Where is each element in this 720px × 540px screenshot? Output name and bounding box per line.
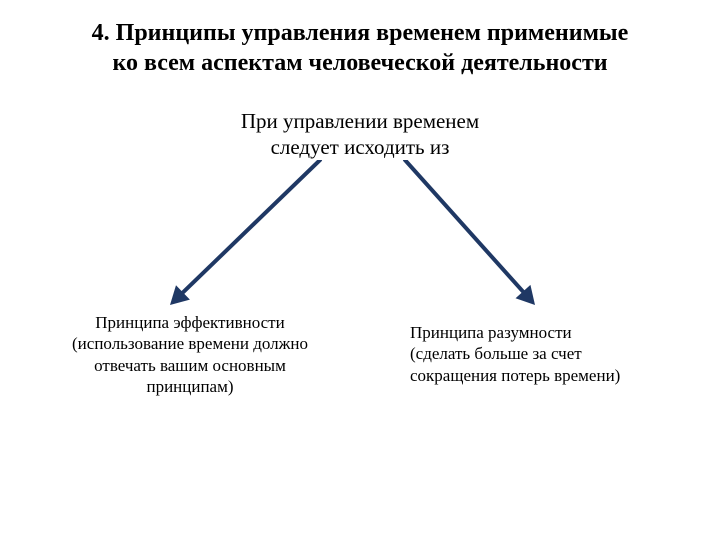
title-line-2: ко всем аспектам человеческой деятельнос… <box>112 50 607 76</box>
left-line-2: (использование времени должно <box>72 334 308 353</box>
right-principle-block: Принципа разумности (сделать больше за с… <box>410 322 670 386</box>
left-line-4: принципам) <box>146 377 233 396</box>
left-lead: Принципа эффективности <box>50 312 330 333</box>
subtitle-line-2: следует исходить из <box>271 135 450 159</box>
slide-title: 4. Принципы управления временем применим… <box>0 18 720 78</box>
left-line-3: отвечать вашим основным <box>94 356 286 375</box>
slide-subtitle: При управлении временем следует исходить… <box>0 108 720 161</box>
right-line-3: сокращения потерь времени) <box>410 366 620 385</box>
subtitle-line-1: При управлении временем <box>241 109 479 133</box>
title-line-1: 4. Принципы управления временем применим… <box>92 20 629 46</box>
arrows-diagram <box>0 160 720 330</box>
right-line-2: (сделать больше за счет <box>410 344 582 363</box>
right-lead: Принципа разумности <box>410 322 670 343</box>
left-principle-block: Принципа эффективности (использование вр… <box>50 312 330 397</box>
